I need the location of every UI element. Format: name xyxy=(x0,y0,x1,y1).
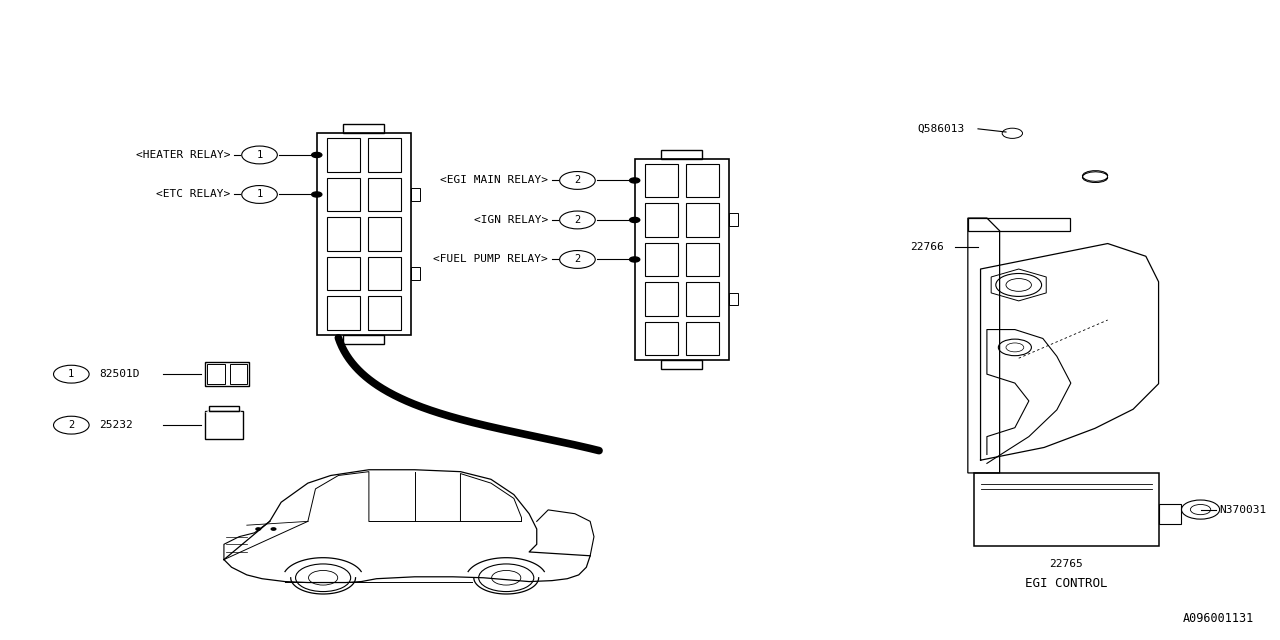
Circle shape xyxy=(630,218,640,223)
Text: 2: 2 xyxy=(575,175,581,186)
Text: 22765: 22765 xyxy=(1050,559,1083,569)
Text: 2: 2 xyxy=(575,255,581,264)
Text: <ETC RELAY>: <ETC RELAY> xyxy=(156,189,230,200)
Text: 2: 2 xyxy=(575,215,581,225)
Text: <IGN RELAY>: <IGN RELAY> xyxy=(474,215,548,225)
Text: 1: 1 xyxy=(68,369,74,379)
Text: <EGI MAIN RELAY>: <EGI MAIN RELAY> xyxy=(440,175,548,186)
Circle shape xyxy=(311,152,321,157)
Text: A096001131: A096001131 xyxy=(1183,612,1254,625)
Text: 1: 1 xyxy=(256,150,262,160)
Text: 22766: 22766 xyxy=(910,242,945,252)
Text: Q586013: Q586013 xyxy=(916,124,964,134)
Circle shape xyxy=(311,192,321,197)
Circle shape xyxy=(256,528,261,530)
Text: 1: 1 xyxy=(256,189,262,200)
Text: EGI CONTROL: EGI CONTROL xyxy=(1025,577,1107,589)
Text: <FUEL PUMP RELAY>: <FUEL PUMP RELAY> xyxy=(434,255,548,264)
Text: 25232: 25232 xyxy=(100,420,133,430)
Text: 2: 2 xyxy=(68,420,74,430)
Circle shape xyxy=(630,178,640,183)
Circle shape xyxy=(630,257,640,262)
Polygon shape xyxy=(205,411,243,413)
Text: N370031: N370031 xyxy=(1220,504,1267,515)
Text: <HEATER RELAY>: <HEATER RELAY> xyxy=(136,150,230,160)
Circle shape xyxy=(271,528,275,530)
Text: 82501D: 82501D xyxy=(100,369,140,379)
